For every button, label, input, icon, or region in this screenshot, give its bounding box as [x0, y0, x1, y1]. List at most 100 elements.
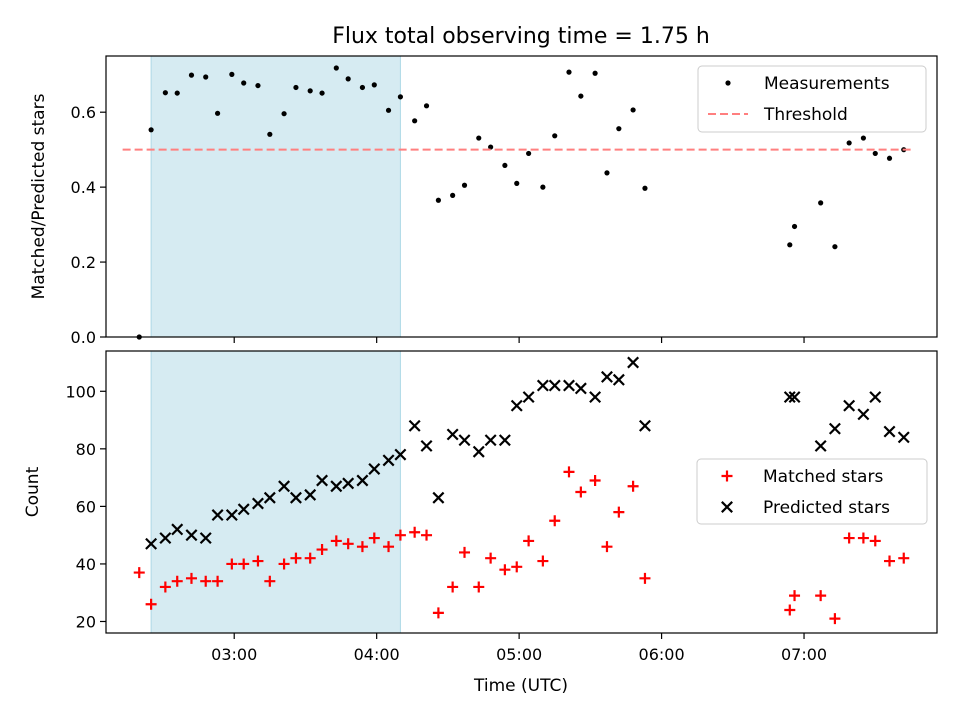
- panel-counts: 20 40 60 80 100 03:00 04:00 05:00 06:00 07:00 Coun…: [23, 350, 938, 664]
- data-point: [578, 93, 584, 99]
- legend-swatch: [725, 80, 731, 86]
- data-point: [263, 491, 276, 504]
- data-point: [886, 155, 893, 161]
- data-point: [368, 463, 381, 475]
- data-point: [251, 497, 264, 510]
- data-point: [472, 445, 485, 458]
- series-matched-stars: [133, 466, 910, 625]
- data-point: [252, 555, 264, 567]
- data-point: [316, 544, 328, 556]
- data-point: [385, 107, 392, 113]
- legend-label: Measurements: [764, 74, 890, 94]
- legend-label: Matched stars: [763, 467, 883, 487]
- data-point: [627, 356, 640, 369]
- data-point: [872, 150, 878, 157]
- data-point: [342, 538, 354, 550]
- data-point: [267, 131, 273, 137]
- data-point: [459, 546, 471, 558]
- data-point: [421, 529, 433, 541]
- data-point: [423, 103, 430, 109]
- data-point: [843, 532, 855, 544]
- data-point: [145, 537, 158, 550]
- y-tick-label: 80: [76, 440, 96, 459]
- data-point: [278, 558, 290, 570]
- data-point: [536, 379, 549, 392]
- data-point: [289, 491, 302, 504]
- data-point: [226, 558, 238, 570]
- data-point: [498, 434, 511, 447]
- highlight-span: [150, 55, 401, 338]
- data-point: [278, 480, 291, 493]
- data-point: [159, 581, 171, 593]
- data-point: [566, 69, 572, 75]
- data-point: [383, 541, 395, 553]
- data-point: [304, 488, 317, 501]
- data-point: [290, 552, 302, 564]
- data-point: [229, 71, 235, 77]
- axes-frame: [105, 350, 938, 634]
- data-point: [592, 70, 598, 76]
- y-tick-label: 0.0: [71, 328, 96, 347]
- data-point: [499, 564, 511, 576]
- x-tick-label: 06:00: [639, 645, 685, 664]
- data-point: [255, 82, 261, 89]
- data-point: [333, 65, 339, 71]
- data-point: [148, 127, 154, 133]
- data-point: [174, 90, 180, 96]
- data-point: [319, 90, 325, 96]
- data-point: [281, 111, 287, 117]
- data-point: [601, 541, 613, 553]
- y-axis-label: Count: [23, 466, 43, 517]
- data-point: [791, 223, 798, 230]
- data-point: [394, 529, 406, 541]
- x-tick-label: 05:00: [496, 645, 542, 664]
- data-point: [787, 242, 793, 248]
- data-point: [589, 391, 602, 404]
- data-point: [526, 150, 532, 157]
- data-point: [237, 503, 250, 516]
- data-point: [397, 94, 404, 100]
- y-tick-label: 100: [65, 382, 96, 401]
- data-point: [548, 379, 561, 392]
- data-point: [846, 140, 852, 146]
- data-point: [616, 126, 622, 132]
- data-point: [435, 197, 441, 203]
- data-point: [814, 439, 827, 452]
- data-point: [485, 552, 497, 564]
- y-tick-label: 20: [76, 612, 96, 631]
- legend-label: Threshold: [763, 105, 848, 125]
- data-point: [330, 535, 342, 547]
- data-point: [784, 604, 796, 616]
- data-point: [829, 613, 841, 625]
- data-point: [241, 80, 247, 86]
- data-point: [304, 552, 316, 564]
- data-point: [604, 170, 610, 176]
- data-point: [818, 200, 824, 206]
- legend-swatch: [721, 470, 733, 482]
- data-point: [171, 523, 184, 536]
- data-point: [171, 575, 183, 587]
- data-point: [461, 182, 468, 188]
- data-point: [199, 532, 212, 545]
- data-point: [642, 185, 648, 191]
- data-point: [356, 541, 368, 553]
- data-point: [446, 428, 459, 441]
- data-point: [540, 184, 546, 190]
- data-point: [264, 575, 276, 587]
- data-point: [857, 408, 870, 421]
- data-point: [476, 135, 482, 141]
- legend: Matched stars Predicted stars: [696, 458, 928, 525]
- data-point: [359, 84, 366, 91]
- data-point: [394, 448, 407, 461]
- data-point: [574, 382, 587, 395]
- data-point: [447, 581, 459, 593]
- y-tick-label: 40: [76, 555, 96, 574]
- data-point: [420, 439, 433, 452]
- data-point: [883, 425, 896, 438]
- data-point: [613, 506, 625, 518]
- data-point: [159, 532, 172, 545]
- data-point: [589, 474, 601, 486]
- y-tick-label: 0.2: [71, 253, 96, 272]
- data-point: [432, 491, 445, 504]
